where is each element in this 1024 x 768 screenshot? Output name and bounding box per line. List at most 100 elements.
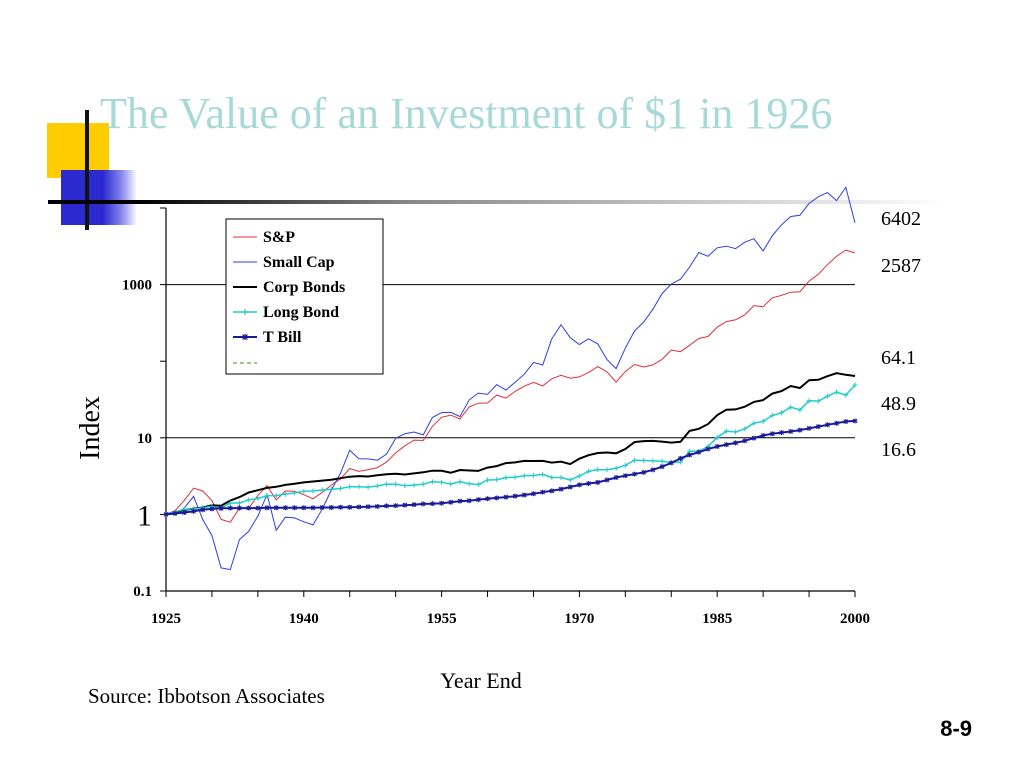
data-point xyxy=(622,473,628,479)
data-point xyxy=(475,481,481,487)
data-point xyxy=(540,489,546,495)
data-point xyxy=(521,492,527,498)
y-tick-label: 0.1 xyxy=(133,584,152,600)
data-point xyxy=(402,502,408,508)
data-point xyxy=(246,497,252,503)
data-point xyxy=(439,500,445,506)
end-value-label: 2587 xyxy=(881,255,921,277)
data-point xyxy=(457,498,463,504)
data-point xyxy=(246,505,252,511)
x-tick-label: 1970 xyxy=(564,611,594,627)
data-point xyxy=(751,420,757,426)
page-number: 8-9 xyxy=(940,716,972,741)
data-point xyxy=(411,502,417,508)
data-point xyxy=(852,382,858,388)
data-point xyxy=(292,490,298,496)
data-point xyxy=(218,505,224,511)
data-point xyxy=(402,483,408,489)
data-point xyxy=(255,495,261,501)
data-point xyxy=(236,505,242,511)
data-point xyxy=(191,508,197,514)
data-point xyxy=(301,505,307,511)
data-point xyxy=(356,504,362,510)
data-point xyxy=(485,496,491,502)
logo-vertical-bar xyxy=(85,110,89,230)
data-point xyxy=(641,469,647,475)
data-point xyxy=(586,468,592,474)
data-point xyxy=(834,389,840,395)
data-point xyxy=(806,425,812,431)
data-point xyxy=(650,458,656,464)
data-point xyxy=(641,457,647,463)
data-point xyxy=(659,464,665,470)
data-point xyxy=(448,481,454,487)
data-point xyxy=(742,426,748,432)
title-rule xyxy=(48,200,948,204)
logo-yellow-square xyxy=(47,123,109,178)
x-tick-label: 1925 xyxy=(151,611,181,627)
data-point xyxy=(769,412,775,418)
data-point xyxy=(558,475,564,481)
legend-label: T Bill xyxy=(263,329,302,346)
end-value-label: 6402 xyxy=(881,208,921,230)
data-point xyxy=(227,505,233,511)
data-point xyxy=(282,505,288,511)
data-point xyxy=(429,501,435,507)
data-point xyxy=(282,491,288,497)
data-point xyxy=(815,424,821,430)
data-point xyxy=(632,457,638,463)
data-point xyxy=(374,483,380,489)
data-point xyxy=(475,497,481,503)
series-line-small-cap xyxy=(166,186,856,571)
data-point xyxy=(485,477,491,483)
data-point xyxy=(815,398,821,404)
data-point xyxy=(613,475,619,481)
data-point xyxy=(677,455,683,461)
data-point xyxy=(292,505,298,511)
data-point xyxy=(227,500,233,506)
data-point xyxy=(319,487,325,493)
data-point xyxy=(705,446,711,452)
data-point xyxy=(163,511,169,517)
data-point xyxy=(604,477,610,483)
data-point xyxy=(788,428,794,434)
data-point xyxy=(779,410,785,416)
data-point xyxy=(668,460,674,466)
data-point xyxy=(806,398,812,404)
data-point xyxy=(843,419,849,425)
data-point xyxy=(742,438,748,444)
data-point xyxy=(567,484,573,490)
y-axis-title: Index xyxy=(75,396,106,460)
data-point xyxy=(852,418,858,424)
end-value-label: 48.9 xyxy=(881,393,916,415)
data-point xyxy=(687,452,693,458)
data-point xyxy=(338,504,344,510)
data-point xyxy=(595,467,601,473)
data-point xyxy=(338,485,344,491)
data-point xyxy=(494,495,500,501)
legend-marker xyxy=(242,334,248,340)
data-point xyxy=(797,427,803,433)
data-point xyxy=(714,444,720,450)
x-tick-label: 1955 xyxy=(427,611,457,627)
data-point xyxy=(328,505,334,511)
series-line-t-bill xyxy=(165,419,856,516)
data-point xyxy=(255,505,261,511)
data-point xyxy=(714,434,720,440)
data-point xyxy=(448,499,454,505)
data-point xyxy=(650,467,656,473)
data-point xyxy=(576,473,582,479)
data-point xyxy=(328,486,334,492)
data-point xyxy=(393,481,399,487)
end-value-label: 64.1 xyxy=(881,347,916,369)
data-point xyxy=(466,498,472,504)
x-tick-label: 2000 xyxy=(840,611,870,627)
legend-label: Corp Bonds xyxy=(263,279,345,296)
data-point xyxy=(512,493,518,499)
legend-label: Small Cap xyxy=(263,254,335,271)
data-point xyxy=(769,431,775,437)
data-point xyxy=(310,505,316,511)
data-point xyxy=(236,500,242,506)
data-point xyxy=(264,493,270,499)
data-point xyxy=(567,477,573,483)
